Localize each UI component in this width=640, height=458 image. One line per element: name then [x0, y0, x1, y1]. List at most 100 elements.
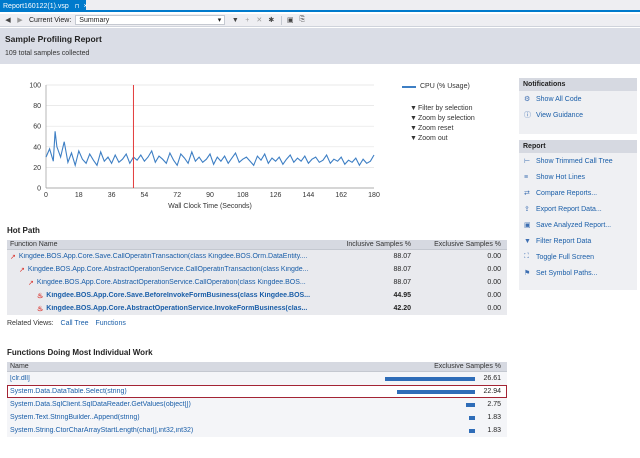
table-row[interactable]: [clr.dll] 26.61 — [7, 372, 507, 385]
view-guidance-link[interactable]: ⓘ View Guidance — [519, 107, 637, 123]
set-symbol-paths-link[interactable]: ⚑ Set Symbol Paths... — [519, 265, 637, 281]
chevron-down-icon: ▾ — [217, 17, 222, 24]
filter-icon: ▼ — [410, 104, 417, 112]
toolbar-separator — [281, 15, 283, 25]
function-name: Kingdee.BOS.App.Core.AbstractOperationSe… — [36, 279, 306, 286]
call-tree-link[interactable]: Call Tree — [60, 320, 89, 327]
table-row[interactable]: ↗ Kingdee.BOS.App.Core.AbstractOperationS… — [7, 276, 507, 289]
exclusive-value: 1.83 — [487, 427, 501, 434]
compare-icon: ⇄ — [524, 190, 530, 197]
filter-report-data-link[interactable]: ▼ Filter Report Data — [519, 233, 637, 249]
exclusive-value: 0.00 — [487, 279, 501, 286]
show-trimmed-call-tree-link[interactable]: ⊢ Show Trimmed Call Tree — [519, 153, 637, 169]
report-actions-panel: Report ⊢ Show Trimmed Call Tree ≡ Show Hot… — [519, 140, 637, 290]
report-tab[interactable]: Report160122(1).vsp ⊓ × — [0, 0, 88, 12]
inclusive-value: 88.07 — [393, 253, 411, 260]
x-tick-label: 162 — [335, 192, 347, 199]
filter-icon: ▼ — [410, 134, 417, 142]
flame-icon: ♨ — [37, 292, 44, 300]
current-view-select[interactable]: Summary ▾ — [75, 15, 226, 25]
table-row[interactable]: ♨ Kingdee.BOS.App.Core.AbstractOperationS… — [7, 302, 507, 315]
y-tick-label: 0 — [37, 186, 41, 193]
col-exclusive[interactable]: Exclusive Samples % — [434, 363, 501, 370]
symbol-icon: ⚑ — [524, 270, 531, 277]
y-tick-label: 40 — [33, 144, 41, 151]
table-row[interactable]: ↗ Kingdee.BOS.App.Core.Save.CallOperatinT… — [7, 250, 507, 263]
samples-summary: 109 total samples collected — [5, 50, 90, 57]
fullscreen-icon: ⛶ — [524, 253, 529, 260]
export-report-data-link[interactable]: ⇪ Export Report Data... — [519, 201, 637, 217]
show-hot-lines-link[interactable]: ≡ Show Hot Lines — [519, 169, 637, 185]
col-name[interactable]: Name — [10, 363, 29, 370]
functions-work-title: Functions Doing Most Individual Work — [7, 348, 153, 357]
close-icon[interactable]: × — [83, 2, 88, 10]
exclusive-value: 0.00 — [487, 305, 501, 312]
related-views-label: Related Views: — [7, 320, 54, 327]
export-icon[interactable]: ⎘ — [299, 16, 306, 23]
exclusive-cell: 26.61 — [377, 375, 507, 382]
hot-path-header: Function Name Inclusive Samples % Exclus… — [7, 240, 507, 250]
y-tick-label: 60 — [33, 124, 41, 131]
pin-icon[interactable]: ⊓ — [74, 3, 80, 10]
table-row[interactable]: System.Data.DataTable.Select(string) 22.9… — [7, 385, 507, 398]
functions-work-rows: [clr.dll] 26.61 System.Data.DataTable.Sele… — [7, 372, 507, 437]
option-label: Zoom by selection — [418, 114, 475, 122]
y-tick-label: 80 — [33, 103, 41, 110]
cpu-usage-chart[interactable]: 0 20 40 60 80 100 0 18 36 54 72 90 108 126 144 162 180 Wa… — [0, 70, 510, 220]
flame-icon: ♨ — [37, 305, 44, 313]
filter-icon: ▼ — [410, 114, 417, 122]
settings-icon[interactable]: ✱ — [268, 17, 275, 24]
link-label: Show All Code — [536, 95, 582, 103]
filter-icon[interactable]: ▼ — [231, 16, 239, 24]
exclusive-value: 0.00 — [487, 253, 501, 260]
table-row[interactable]: ♨ Kingdee.BOS.App.Core.Save.BeforeInvokeF… — [7, 289, 507, 302]
zoom-out[interactable]: ▼ Zoom out — [410, 133, 475, 143]
exclusive-cell: 2.75 — [377, 401, 507, 408]
function-name: Kingdee.BOS.App.Core.Save.BeforeInvokeFo… — [46, 292, 311, 299]
x-tick-label: 126 — [270, 192, 282, 199]
report-panel-title: Report — [519, 140, 637, 153]
link-label: Filter Report Data — [536, 237, 592, 245]
table-row[interactable]: System.Text.StringBuilder..Append(string… — [7, 411, 507, 424]
compare-reports-link[interactable]: ⇄ Compare Reports... — [519, 185, 637, 201]
x-tick-label: 90 — [206, 192, 214, 199]
col-function-name[interactable]: Function Name — [10, 241, 58, 248]
zoom-reset[interactable]: ▼ Zoom reset — [410, 123, 475, 133]
table-row[interactable]: System.Data.SqlClient.SqlDataReader.GetV… — [7, 398, 507, 411]
save-icon[interactable]: ▣ — [286, 17, 294, 24]
remove-icon[interactable]: ✕ — [256, 17, 263, 24]
current-view-label: Current View: — [29, 16, 72, 24]
show-all-code-link[interactable]: ⚙ Show All Code — [519, 91, 637, 107]
exclusive-bar — [397, 389, 475, 394]
link-label: Show Hot Lines — [536, 173, 586, 181]
back-icon[interactable]: ◀ — [5, 17, 11, 24]
filter-icon: ▼ — [410, 124, 417, 132]
x-tick-label: 144 — [303, 192, 315, 199]
exclusive-cell: 1.83 — [377, 427, 507, 434]
function-name: Kingdee.BOS.App.Core.AbstractOperationSe… — [27, 266, 309, 273]
x-tick-label: 180 — [368, 192, 380, 199]
table-row[interactable]: System.String.CtorCharArrayStartLength(c… — [7, 424, 507, 437]
exclusive-cell: 1.83 — [377, 414, 507, 421]
save-analyzed-report-link[interactable]: ▣ Save Analyzed Report... — [519, 217, 637, 233]
function-name: [clr.dll] — [10, 375, 30, 382]
cpu-series-line — [45, 131, 375, 168]
inclusive-value: 42.20 — [393, 305, 411, 312]
col-inclusive[interactable]: Inclusive Samples % — [346, 241, 411, 248]
exclusive-value: 1.83 — [487, 414, 501, 421]
code-icon: ⚙ — [524, 96, 531, 103]
add-icon[interactable]: + — [245, 16, 250, 24]
filter-by-selection[interactable]: ▼ Filter by selection — [410, 103, 475, 113]
link-label: Set Symbol Paths... — [536, 269, 598, 277]
forward-icon[interactable]: ▶ — [17, 17, 23, 24]
functions-link[interactable]: Functions — [95, 320, 126, 327]
exclusive-cell: 22.94 — [377, 388, 507, 395]
zoom-by-selection[interactable]: ▼ Zoom by selection — [410, 113, 475, 123]
table-row[interactable]: ↗ Kingdee.BOS.App.Core.AbstractOperationS… — [7, 263, 507, 276]
toggle-full-screen-link[interactable]: ⛶ Toggle Full Screen — [519, 249, 637, 265]
x-tick-label: 72 — [173, 192, 181, 199]
tree-icon: ⊢ — [524, 158, 531, 165]
functions-work-header: Name Exclusive Samples % — [7, 362, 507, 372]
notifications-title: Notifications — [519, 78, 637, 91]
col-exclusive[interactable]: Exclusive Samples % — [434, 241, 501, 248]
